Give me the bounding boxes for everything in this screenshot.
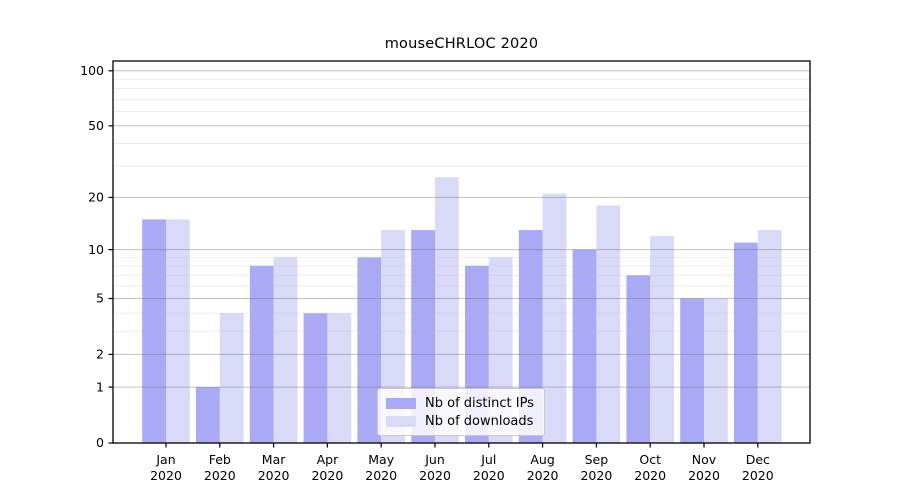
x-tick-label-month: Nov (692, 452, 717, 467)
x-tick-label-month: Mar (262, 452, 286, 467)
x-tick-label-month: Feb (209, 452, 231, 467)
bar-feb-series0 (196, 387, 220, 443)
bar-apr-series1 (327, 313, 352, 443)
x-tick-label-year: 2020 (688, 468, 720, 483)
bar-nov-series1 (704, 298, 728, 443)
legend: Nb of distinct IPs Nb of downloads (377, 388, 545, 436)
x-tick-label-month: Apr (317, 452, 339, 467)
x-tick-label-month: Oct (639, 452, 661, 467)
bar-aug-series1 (542, 193, 567, 443)
bar-may-series0 (357, 257, 382, 443)
bar-oct-series0 (626, 275, 651, 443)
x-tick-label-month: Jun (424, 452, 445, 467)
legend-item-distinct-ips: Nb of distinct IPs (386, 395, 536, 411)
bar-jun-series1 (435, 177, 459, 443)
bar-dec-series0 (734, 242, 758, 443)
bar-oct-series1 (650, 236, 674, 443)
x-tick-label-year: 2020 (204, 468, 236, 483)
chart-title: mouseCHRLOC 2020 (384, 36, 539, 52)
x-tick-label-year: 2020 (634, 468, 666, 483)
x-tick-label-month: Jan (155, 452, 175, 467)
x-tick-label-month: Dec (746, 452, 770, 467)
legend-swatch-distinct-ips (386, 397, 416, 409)
x-tick-label-month: Sep (585, 452, 609, 467)
bar-dec-series1 (757, 230, 782, 443)
bar-mar-series0 (249, 265, 274, 443)
plot-frame (112, 60, 811, 444)
bar-jan-series0 (142, 219, 166, 443)
x-tick-label-year: 2020 (742, 468, 774, 483)
x-tick-label-year: 2020 (258, 468, 290, 483)
y-tick-label: 2 (96, 347, 104, 362)
x-tick-label-month: Jul (480, 452, 496, 467)
y-tick-label: 100 (80, 63, 104, 78)
y-tick-label: 1 (96, 379, 104, 394)
y-tick-label: 20 (88, 190, 104, 205)
bar-feb-series1 (219, 313, 244, 443)
legend-label-distinct-ips: Nb of distinct IPs (425, 395, 534, 411)
bar-sep-series1 (596, 205, 621, 443)
bar-mar-series1 (273, 257, 298, 443)
x-tick-label-year: 2020 (580, 468, 612, 483)
y-tick-label: 50 (88, 118, 104, 133)
x-tick-label-year: 2020 (419, 468, 451, 483)
x-tick-label-year: 2020 (150, 468, 182, 483)
legend-label-downloads: Nb of downloads (425, 413, 534, 429)
x-tick-label-month: May (368, 452, 394, 467)
y-tick-label: 10 (88, 242, 104, 257)
x-tick-label-year: 2020 (527, 468, 559, 483)
x-tick-label-year: 2020 (473, 468, 505, 483)
y-tick-label: 5 (96, 291, 104, 306)
legend-swatch-downloads (386, 415, 416, 427)
bar-jan-series1 (166, 219, 190, 443)
y-tick-label: 0 (96, 435, 104, 450)
x-tick-label-month: Aug (530, 452, 554, 467)
bar-apr-series0 (303, 313, 328, 443)
x-tick-label-year: 2020 (365, 468, 397, 483)
legend-item-downloads: Nb of downloads (386, 413, 536, 429)
bar-sep-series0 (572, 249, 597, 443)
bar-nov-series0 (680, 298, 704, 443)
x-tick-label-year: 2020 (311, 468, 343, 483)
